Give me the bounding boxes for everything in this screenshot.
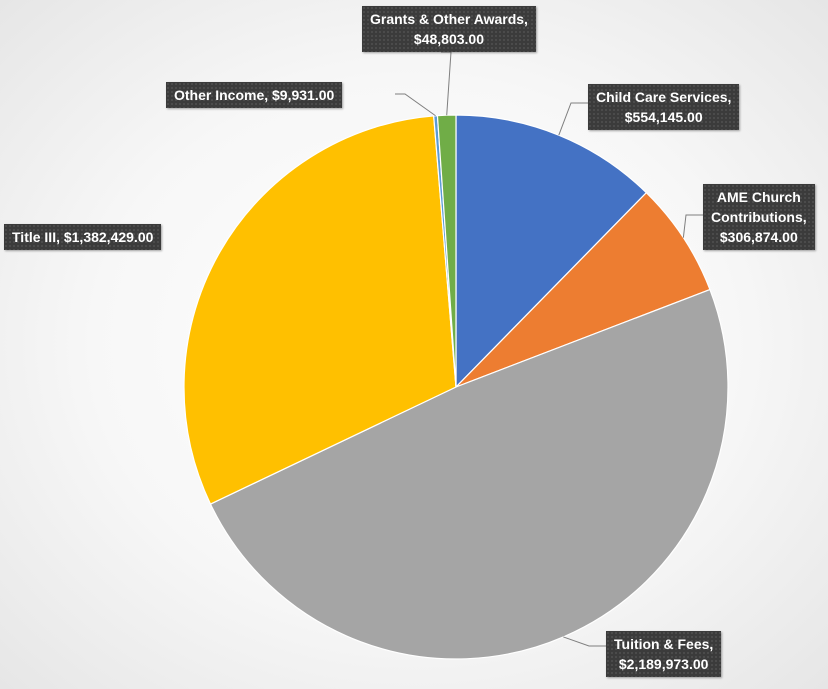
data-label-tuition-and-fees: Tuition & Fees, $2,189,973.00 — [606, 631, 722, 677]
leader-line-child-care-services — [558, 102, 589, 136]
slice-tuition-and-fees — [209, 288, 729, 660]
data-label-title-iii: Title III, $1,382,429.00 — [4, 224, 162, 250]
data-label-line: $48,803.00 — [413, 31, 484, 47]
data-label-line: Grants & Other Awards, — [370, 11, 528, 27]
slice-ame-church-contributions — [455, 191, 711, 388]
data-label-line: $2,189,973.00 — [618, 656, 709, 672]
data-label-line: $554,145.00 — [624, 109, 703, 125]
leader-line-ame-church-contributions — [682, 214, 704, 238]
data-label-ame-church-contributions: AME Church Contributions, $306,874.00 — [703, 184, 815, 250]
data-label-line: AME Church — [716, 189, 801, 205]
data-label-line: Child Care Services, — [596, 89, 732, 105]
data-label-grants-and-other-awards: Grants & Other Awards, $48,803.00 — [362, 6, 536, 52]
slice-title-iii — [183, 115, 457, 505]
data-label-line: $306,874.00 — [719, 229, 798, 245]
data-label-line: Other Income, $9,931.00 — [174, 87, 335, 103]
data-label-line: Contributions, — [711, 209, 807, 225]
data-label-line: Title III, $1,382,429.00 — [12, 229, 154, 245]
data-label-child-care-services: Child Care Services, $554,145.00 — [588, 84, 740, 130]
data-label-other-income: Other Income, $9,931.00 — [166, 82, 343, 108]
leader-line-grants-and-other-awards — [441, 51, 452, 116]
leader-line-tuition-and-fees — [563, 636, 607, 647]
leader-line-other-income — [395, 93, 436, 117]
data-label-line: Tuition & Fees, — [614, 636, 714, 652]
